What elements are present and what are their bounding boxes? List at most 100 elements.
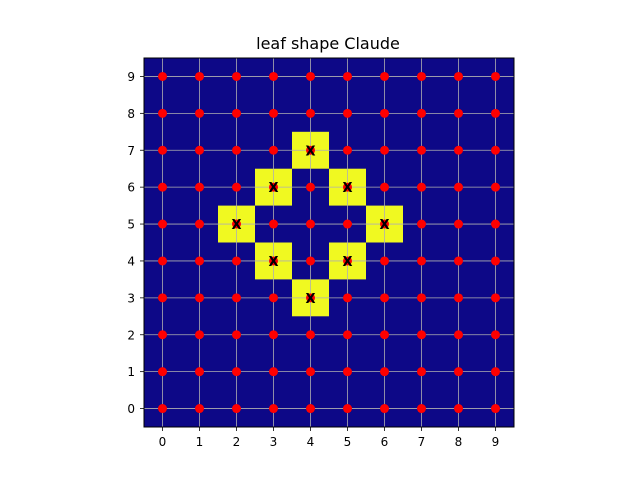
data-point xyxy=(343,367,352,377)
data-point xyxy=(343,145,352,155)
data-point xyxy=(195,71,204,81)
data-point xyxy=(232,145,241,155)
y-tick-label: 4 xyxy=(127,254,135,268)
data-point xyxy=(417,330,426,340)
data-point xyxy=(491,108,500,118)
data-point xyxy=(380,256,389,266)
data-point xyxy=(380,108,389,118)
data-point xyxy=(454,145,463,155)
data-point xyxy=(232,108,241,118)
plot-frame xyxy=(143,57,515,428)
data-point xyxy=(380,293,389,303)
data-point xyxy=(417,367,426,377)
data-point xyxy=(232,367,241,377)
cell-label: X xyxy=(305,292,315,307)
cell-label: X xyxy=(342,181,352,196)
data-point xyxy=(158,293,167,303)
data-point xyxy=(195,108,204,118)
x-tick-label: 9 xyxy=(492,435,500,449)
data-point xyxy=(343,219,352,229)
x-axis: 0 1 2 3 4 5 6 7 8 9 xyxy=(159,427,500,449)
data-point xyxy=(306,219,315,229)
data-point xyxy=(454,219,463,229)
data-point xyxy=(380,182,389,192)
data-point xyxy=(158,108,167,118)
data-point xyxy=(232,404,241,414)
data-point xyxy=(491,256,500,266)
grid-points xyxy=(158,71,500,414)
x-tick-label: 6 xyxy=(381,435,389,449)
data-point xyxy=(380,404,389,414)
data-point xyxy=(195,182,204,192)
y-tick-label: 9 xyxy=(127,70,135,84)
data-point xyxy=(491,182,500,192)
data-point xyxy=(454,71,463,81)
cell-label: X xyxy=(305,144,315,159)
data-point xyxy=(306,256,315,266)
data-point xyxy=(491,71,500,81)
data-point xyxy=(380,330,389,340)
data-point xyxy=(269,367,278,377)
data-point xyxy=(269,145,278,155)
data-point xyxy=(380,219,389,229)
data-point xyxy=(306,108,315,118)
cell-label: X xyxy=(379,218,389,233)
x-tick-label: 8 xyxy=(455,435,463,449)
data-point xyxy=(454,404,463,414)
data-point xyxy=(232,293,241,303)
data-point xyxy=(454,293,463,303)
data-point xyxy=(380,145,389,155)
data-point xyxy=(454,182,463,192)
data-point xyxy=(491,293,500,303)
chart-title: leaf shape Claude xyxy=(256,34,400,53)
y-tick-label: 6 xyxy=(127,181,135,195)
data-point xyxy=(269,182,278,192)
y-tick-label: 7 xyxy=(127,144,135,158)
data-point xyxy=(158,71,167,81)
x-tick-label: 2 xyxy=(233,435,241,449)
data-point xyxy=(158,367,167,377)
data-point xyxy=(343,256,352,266)
data-point xyxy=(491,404,500,414)
data-point xyxy=(232,182,241,192)
data-point xyxy=(417,404,426,414)
data-point xyxy=(343,330,352,340)
data-point xyxy=(269,108,278,118)
y-tick-label: 0 xyxy=(127,402,135,416)
data-point xyxy=(195,293,204,303)
data-point xyxy=(195,367,204,377)
data-point xyxy=(269,404,278,414)
data-point xyxy=(269,256,278,266)
cell-label: X xyxy=(342,255,352,270)
data-point xyxy=(195,256,204,266)
data-point xyxy=(195,404,204,414)
data-point xyxy=(454,108,463,118)
data-point xyxy=(343,71,352,81)
data-point xyxy=(491,330,500,340)
data-point xyxy=(380,71,389,81)
data-point xyxy=(232,71,241,81)
data-point xyxy=(491,219,500,229)
y-axis: 0 1 2 3 4 5 6 7 8 9 xyxy=(127,70,144,416)
data-point xyxy=(195,330,204,340)
x-tick-label: 5 xyxy=(344,435,352,449)
y-tick-label: 1 xyxy=(127,365,135,379)
data-point xyxy=(417,256,426,266)
data-point xyxy=(306,330,315,340)
data-point xyxy=(269,71,278,81)
data-point xyxy=(158,256,167,266)
data-point xyxy=(306,182,315,192)
data-point xyxy=(417,219,426,229)
data-point xyxy=(269,293,278,303)
x-tick-label: 3 xyxy=(270,435,278,449)
x-tick-label: 0 xyxy=(159,435,167,449)
data-point xyxy=(491,367,500,377)
cell-label: X xyxy=(231,218,241,233)
x-tick-label: 1 xyxy=(196,435,204,449)
data-point xyxy=(417,293,426,303)
data-point xyxy=(343,404,352,414)
grid-lines xyxy=(144,58,514,427)
data-point xyxy=(417,71,426,81)
data-point xyxy=(343,293,352,303)
